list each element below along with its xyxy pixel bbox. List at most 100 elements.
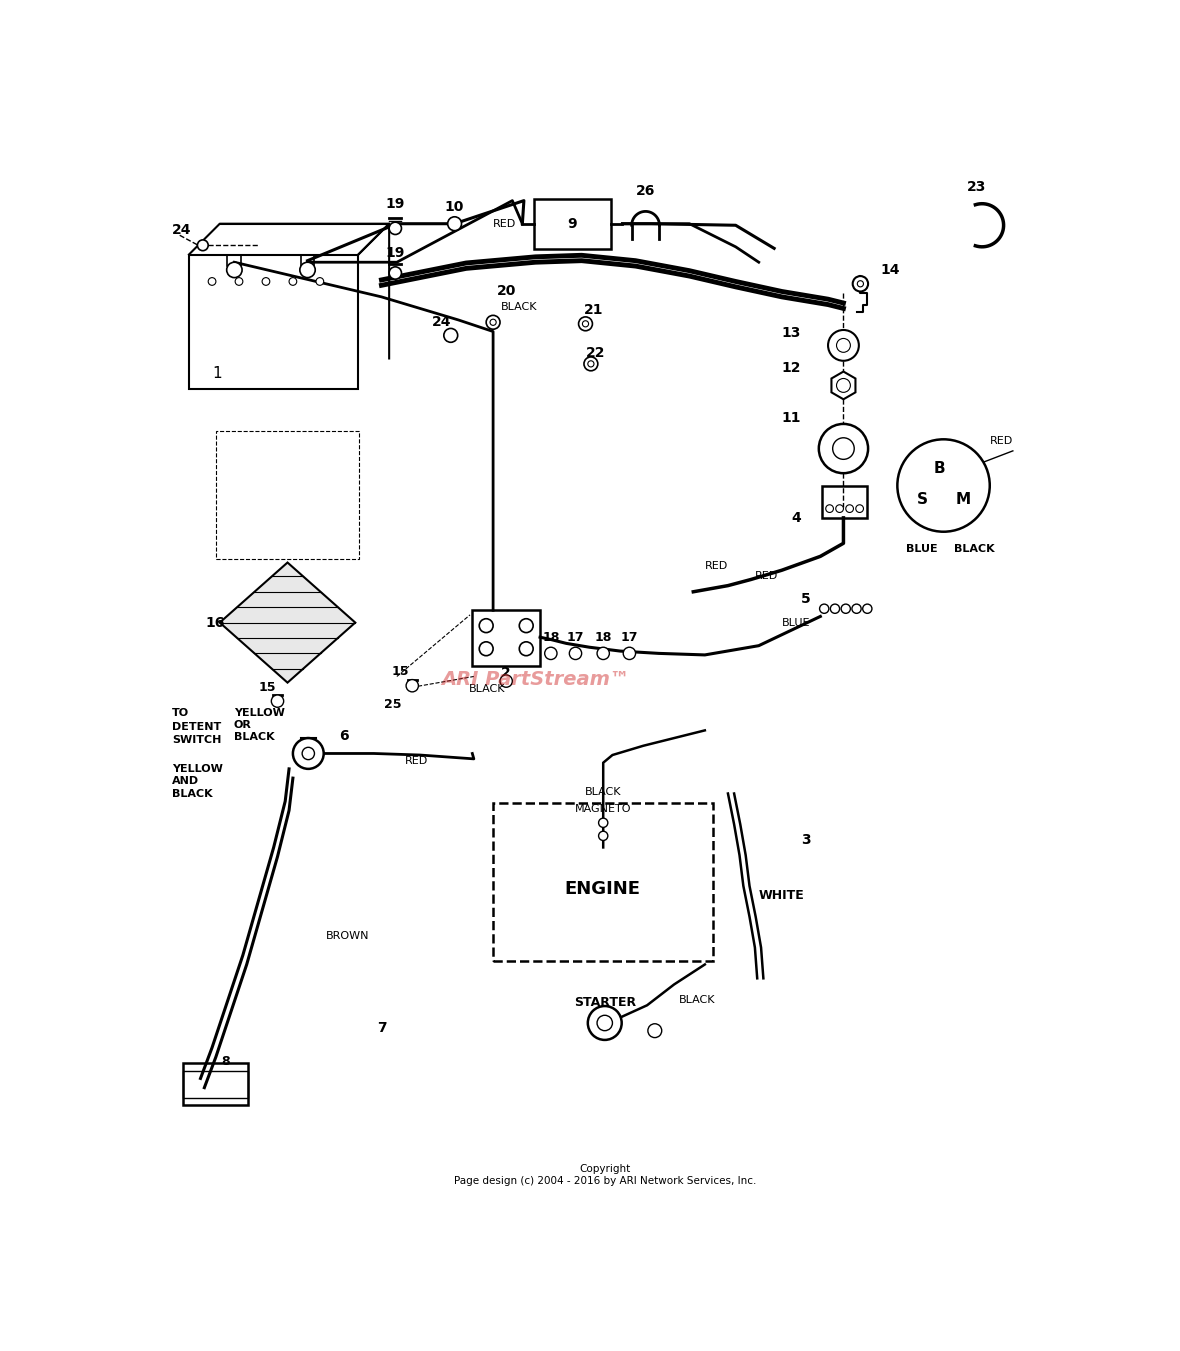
Text: BLACK: BLACK	[172, 789, 212, 798]
Circle shape	[833, 438, 854, 459]
Circle shape	[389, 222, 401, 235]
Text: 15: 15	[392, 665, 409, 678]
Text: BLACK: BLACK	[585, 788, 622, 797]
Circle shape	[897, 439, 990, 532]
Circle shape	[289, 277, 296, 285]
Circle shape	[486, 315, 500, 330]
Circle shape	[623, 647, 636, 659]
Circle shape	[852, 604, 861, 613]
Circle shape	[300, 262, 315, 277]
Circle shape	[406, 680, 419, 692]
Circle shape	[302, 747, 314, 759]
Circle shape	[846, 505, 853, 512]
Bar	[216, 431, 359, 559]
Text: 5: 5	[801, 593, 811, 607]
Circle shape	[519, 642, 533, 655]
Circle shape	[479, 642, 493, 655]
Text: YELLOW: YELLOW	[234, 708, 284, 717]
Circle shape	[597, 1016, 612, 1031]
Circle shape	[841, 604, 851, 613]
Text: 19: 19	[386, 246, 405, 259]
Circle shape	[819, 424, 868, 473]
Text: Page design (c) 2004 - 2016 by ARI Network Services, Inc.: Page design (c) 2004 - 2016 by ARI Netwo…	[453, 1175, 756, 1186]
Circle shape	[648, 1024, 662, 1038]
Text: 6: 6	[339, 728, 349, 743]
Circle shape	[500, 676, 512, 688]
Bar	[189, 254, 359, 389]
Circle shape	[235, 277, 243, 285]
Text: BLACK: BLACK	[678, 994, 715, 1005]
Text: 19: 19	[386, 197, 405, 212]
Circle shape	[856, 505, 864, 512]
Circle shape	[490, 319, 496, 326]
Circle shape	[569, 647, 582, 659]
Text: 8: 8	[222, 1055, 230, 1069]
Circle shape	[316, 277, 323, 285]
Bar	[228, 254, 241, 266]
Text: 9: 9	[568, 218, 577, 231]
Circle shape	[598, 831, 608, 840]
Text: RED: RED	[704, 562, 728, 571]
Circle shape	[447, 216, 461, 231]
Circle shape	[227, 262, 242, 277]
Circle shape	[389, 267, 401, 280]
Text: 2: 2	[502, 666, 511, 681]
Circle shape	[293, 738, 323, 769]
Bar	[493, 802, 713, 961]
Text: BLUE: BLUE	[906, 543, 938, 554]
Text: 18: 18	[595, 631, 612, 644]
Text: 17: 17	[566, 631, 584, 644]
Text: B: B	[933, 461, 945, 476]
Circle shape	[197, 240, 208, 251]
Text: S: S	[917, 492, 927, 507]
Circle shape	[588, 361, 594, 367]
Text: 7: 7	[376, 1021, 386, 1035]
Text: RED: RED	[405, 757, 427, 766]
Text: ENGINE: ENGINE	[564, 880, 641, 898]
Circle shape	[588, 1006, 622, 1040]
Text: 1: 1	[212, 366, 222, 381]
Circle shape	[597, 647, 609, 659]
Text: BLACK: BLACK	[234, 732, 274, 742]
Bar	[472, 611, 540, 666]
Text: 14: 14	[880, 263, 900, 277]
Bar	[183, 1071, 248, 1097]
Circle shape	[545, 647, 557, 659]
Circle shape	[584, 357, 598, 370]
Text: 17: 17	[621, 631, 638, 644]
Polygon shape	[219, 562, 355, 682]
Text: BROWN: BROWN	[326, 931, 369, 940]
Circle shape	[837, 339, 851, 353]
Circle shape	[835, 505, 844, 512]
Text: 12: 12	[781, 362, 801, 376]
Text: 21: 21	[583, 303, 603, 317]
Circle shape	[598, 819, 608, 827]
Circle shape	[853, 276, 868, 292]
Text: BLACK: BLACK	[955, 543, 995, 554]
Text: 10: 10	[445, 200, 464, 213]
Text: BLACK: BLACK	[500, 301, 537, 312]
Text: MAGNETO: MAGNETO	[575, 804, 631, 813]
Circle shape	[583, 320, 589, 327]
Text: 23: 23	[966, 180, 986, 193]
Circle shape	[837, 378, 851, 392]
Polygon shape	[832, 372, 856, 400]
Text: 15: 15	[258, 681, 276, 694]
Text: 13: 13	[781, 326, 801, 340]
Circle shape	[262, 277, 270, 285]
Circle shape	[444, 328, 458, 342]
Text: BLUE: BLUE	[782, 617, 811, 628]
Text: 11: 11	[781, 411, 801, 424]
Text: YELLOW: YELLOW	[172, 763, 223, 774]
Text: ARI PartStream™: ARI PartStream™	[441, 670, 630, 689]
Circle shape	[519, 619, 533, 632]
Circle shape	[578, 317, 592, 331]
Circle shape	[858, 281, 864, 286]
Text: 25: 25	[385, 698, 401, 712]
Text: M: M	[956, 492, 970, 507]
Text: 4: 4	[792, 511, 801, 524]
Circle shape	[826, 505, 833, 512]
Circle shape	[271, 694, 283, 708]
Circle shape	[820, 604, 828, 613]
Text: SWITCH: SWITCH	[172, 735, 222, 746]
